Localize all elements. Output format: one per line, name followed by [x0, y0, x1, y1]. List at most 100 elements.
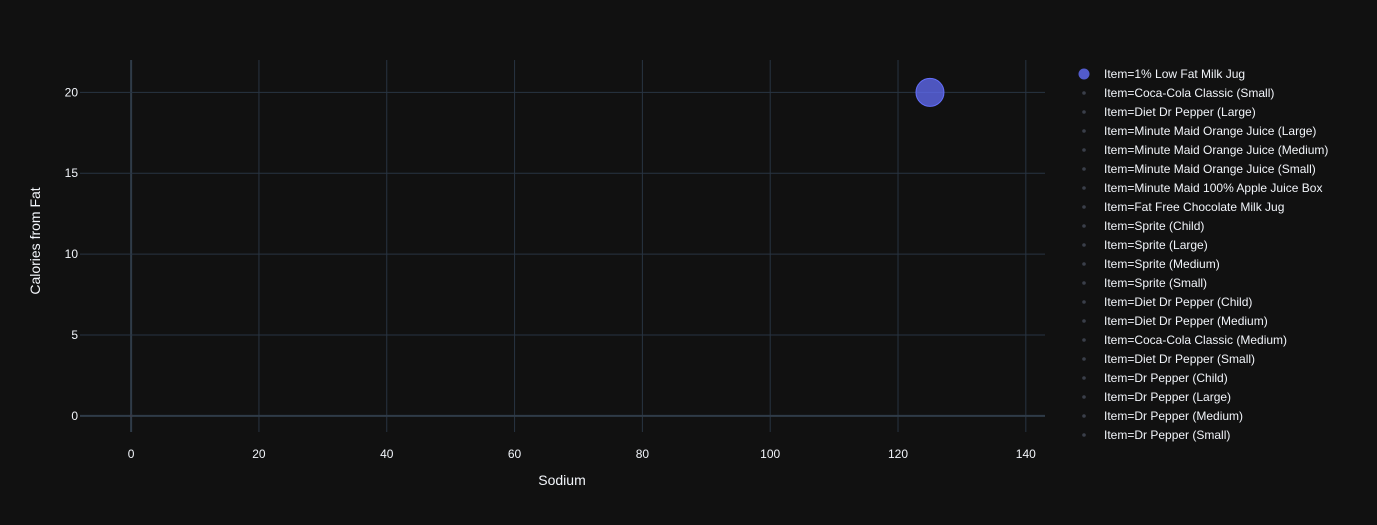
legend-marker	[1082, 91, 1086, 95]
legend-item[interactable]: Item=Fat Free Chocolate Milk Jug	[1082, 200, 1284, 214]
legend-item[interactable]: Item=Diet Dr Pepper (Large)	[1082, 105, 1256, 119]
legend-item[interactable]: Item=Sprite (Large)	[1082, 238, 1208, 252]
legend-label: Item=Fat Free Chocolate Milk Jug	[1104, 200, 1284, 214]
legend-item[interactable]: Item=Diet Dr Pepper (Child)	[1082, 295, 1252, 309]
x-tick-label: 140	[1016, 447, 1036, 461]
legend-marker	[1082, 357, 1086, 361]
legend-item[interactable]: Item=Coca-Cola Classic (Medium)	[1082, 333, 1287, 347]
legend-marker	[1082, 110, 1086, 114]
marks-layer	[129, 77, 945, 418]
legend-marker	[1082, 205, 1086, 209]
data-point	[129, 414, 133, 418]
y-axis-title: Calories from Fat	[27, 187, 43, 294]
legend-label: Item=Minute Maid 100% Apple Juice Box	[1104, 181, 1322, 195]
x-tick-labels: 0 20 40 60 80 100 120 140	[128, 447, 1036, 461]
legend-marker	[1082, 281, 1086, 285]
legend-label: Item=Diet Dr Pepper (Child)	[1104, 295, 1252, 309]
legend-label: Item=Dr Pepper (Small)	[1104, 428, 1230, 442]
data-point	[129, 414, 133, 418]
data-point	[129, 414, 133, 418]
legend-label: Item=Diet Dr Pepper (Medium)	[1104, 314, 1268, 328]
x-tick-label: 80	[636, 447, 650, 461]
y-tick-label: 15	[65, 166, 79, 180]
legend-label: Item=Sprite (Child)	[1104, 219, 1204, 233]
y-tick-label: 0	[71, 409, 78, 423]
legend-marker	[1082, 338, 1086, 342]
legend-label: Item=Minute Maid Orange Juice (Large)	[1104, 124, 1316, 138]
data-point	[129, 414, 133, 418]
legend-marker	[1082, 262, 1086, 266]
y-tick-label: 20	[65, 85, 79, 99]
x-axis-title: Sodium	[538, 472, 585, 488]
legend-label: Item=Minute Maid Orange Juice (Small)	[1104, 162, 1316, 176]
x-tick-label: 60	[508, 447, 522, 461]
x-tick-label: 100	[760, 447, 780, 461]
x-tick-label: 0	[128, 447, 135, 461]
data-point	[129, 414, 133, 418]
x-tick-label: 120	[888, 447, 908, 461]
data-point	[129, 414, 133, 418]
legend-label: Item=1% Low Fat Milk Jug	[1104, 67, 1245, 81]
legend-label: Item=Dr Pepper (Child)	[1104, 371, 1228, 385]
legend-marker	[1082, 167, 1086, 171]
legend-label: Item=Dr Pepper (Large)	[1104, 390, 1231, 404]
data-point	[129, 414, 133, 418]
legend-item[interactable]: Item=Dr Pepper (Small)	[1082, 428, 1230, 442]
x-tick-label: 20	[252, 447, 266, 461]
data-point	[129, 414, 133, 418]
y-tick-labels: 0 5 10 15 20	[65, 85, 79, 422]
y-tick-label: 10	[65, 247, 79, 261]
data-point	[129, 414, 133, 418]
legend-item[interactable]: Item=Dr Pepper (Child)	[1082, 371, 1228, 385]
data-point	[129, 414, 133, 418]
legend-item[interactable]: Item=1% Low Fat Milk Jug	[1078, 67, 1246, 81]
legend-item[interactable]: Item=Minute Maid Orange Juice (Small)	[1082, 162, 1316, 176]
grid-layer	[80, 60, 1045, 432]
legend-marker	[1082, 300, 1086, 304]
legend-marker	[1082, 433, 1086, 437]
legend: Item=1% Low Fat Milk Jug Item=Coca-Cola C…	[1078, 67, 1328, 442]
data-point	[915, 77, 945, 107]
legend-item[interactable]: Item=Diet Dr Pepper (Medium)	[1082, 314, 1268, 328]
data-point	[129, 414, 133, 418]
legend-item[interactable]: Item=Sprite (Child)	[1082, 219, 1204, 233]
legend-label: Item=Sprite (Small)	[1104, 276, 1207, 290]
legend-item[interactable]: Item=Diet Dr Pepper (Small)	[1082, 352, 1255, 366]
legend-label: Item=Sprite (Large)	[1104, 238, 1208, 252]
legend-item[interactable]: Item=Minute Maid Orange Juice (Large)	[1082, 124, 1316, 138]
legend-marker	[1082, 243, 1086, 247]
legend-marker	[1082, 395, 1086, 399]
legend-marker	[1082, 319, 1086, 323]
y-tick-label: 5	[71, 328, 78, 342]
legend-item[interactable]: Item=Coca-Cola Classic (Small)	[1082, 86, 1274, 100]
data-point	[129, 414, 133, 418]
legend-item[interactable]: Item=Minute Maid Orange Juice (Medium)	[1082, 143, 1328, 157]
data-point	[129, 414, 133, 418]
data-point	[129, 414, 133, 418]
legend-item[interactable]: Item=Sprite (Medium)	[1082, 257, 1220, 271]
legend-marker	[1082, 376, 1086, 380]
legend-item[interactable]: Item=Dr Pepper (Medium)	[1082, 409, 1243, 423]
legend-label: Item=Diet Dr Pepper (Small)	[1104, 352, 1255, 366]
legend-marker	[1082, 129, 1086, 133]
legend-marker	[1082, 148, 1086, 152]
legend-label: Item=Coca-Cola Classic (Small)	[1104, 86, 1274, 100]
legend-item[interactable]: Item=Minute Maid 100% Apple Juice Box	[1082, 181, 1322, 195]
legend-item[interactable]: Item=Dr Pepper (Large)	[1082, 390, 1231, 404]
legend-label: Item=Sprite (Medium)	[1104, 257, 1220, 271]
data-point	[129, 414, 133, 418]
data-point	[129, 414, 133, 418]
data-point	[129, 414, 133, 418]
legend-marker	[1078, 68, 1090, 80]
legend-marker	[1082, 224, 1086, 228]
legend-label: Item=Minute Maid Orange Juice (Medium)	[1104, 143, 1328, 157]
legend-marker	[1082, 186, 1086, 190]
legend-label: Item=Diet Dr Pepper (Large)	[1104, 105, 1256, 119]
legend-marker	[1082, 414, 1086, 418]
legend-label: Item=Coca-Cola Classic (Medium)	[1104, 333, 1287, 347]
data-point	[129, 414, 133, 418]
x-tick-label: 40	[380, 447, 394, 461]
legend-item[interactable]: Item=Sprite (Small)	[1082, 276, 1207, 290]
